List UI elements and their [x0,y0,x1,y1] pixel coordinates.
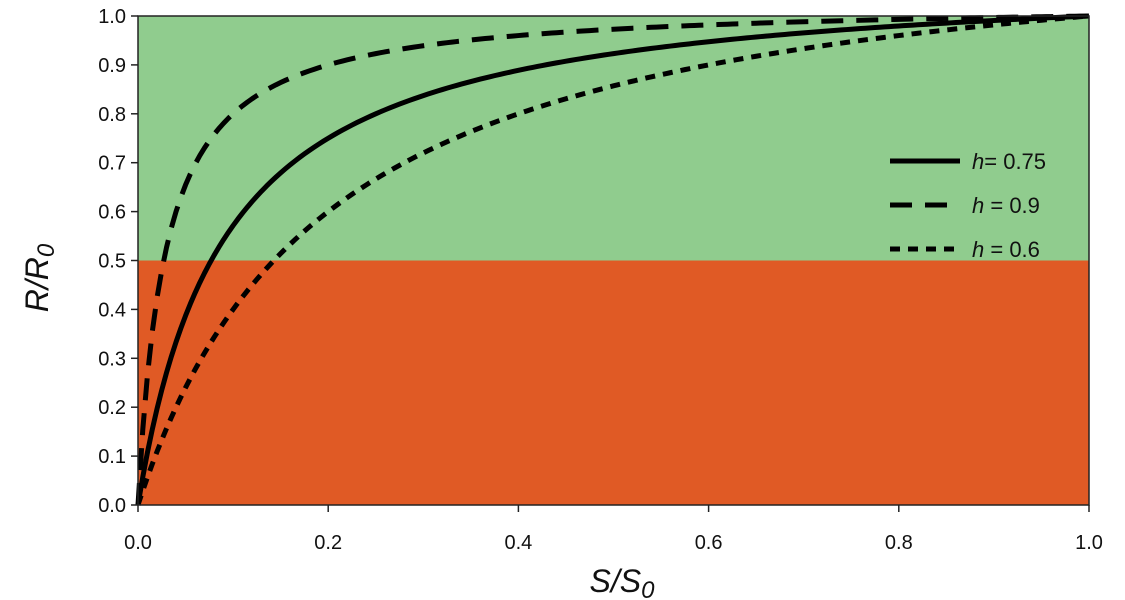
y-tick-label: 1.0 [98,6,126,28]
y-tick-label: 0.9 [98,55,126,77]
x-axis-title-subscript: 0 [641,577,655,600]
x-tick-label: 0.6 [695,532,723,554]
x-axis-title-main: S/S [590,563,642,599]
x-tick-label: 0.2 [314,532,342,554]
legend-label-0: h= 0.75 [972,149,1046,174]
x-tick-label: 0.8 [885,532,913,554]
plot-area [135,13,1090,506]
y-tick-label: 0.1 [98,446,126,468]
y-axis: 0.0 0.1 0.2 0.3 0.4 0.5 0.6 0.7 0.8 0.9 1.0 [98,6,138,517]
y-tick-label: 0.7 [98,153,126,175]
y-axis-title: R/R0 [19,243,60,312]
x-tick-label: 0.4 [504,532,532,554]
region-favorable [138,16,1089,261]
x-axis: 0.0 0.2 0.4 0.6 0.8 1.0 [124,505,1103,554]
legend-label-2: h = 0.6 [972,237,1040,262]
x-axis-title: S/S0 [590,563,656,600]
x-tick-label: 1.0 [1075,532,1103,554]
y-tick-label: 0.8 [98,104,126,126]
y-tick-label: 0.5 [98,251,126,273]
series-line-0 [135,13,1090,506]
legend-label-value: = 0.75 [984,149,1046,174]
y-tick-label: 0.0 [98,495,126,517]
series-line-2 [135,13,1090,506]
y-tick-label: 0.6 [98,202,126,224]
legend-label-value: = 0.9 [984,193,1040,218]
legend-label-value: = 0.6 [984,237,1040,262]
series-layer [135,13,1090,506]
series-line-1 [135,13,1090,506]
legend-label-symbol: h [972,193,984,218]
legend: h= 0.75h = 0.9h = 0.6 [890,149,1046,262]
legend-label-symbol: h [972,149,984,174]
y-tick-label: 0.2 [98,397,126,419]
legend-label-1: h = 0.9 [972,193,1040,218]
y-axis-title-subscript: 0 [33,243,60,257]
y-tick-label: 0.4 [98,299,126,321]
x-tick-label: 0.0 [124,532,152,554]
y-axis-title-main: R/R [19,257,55,312]
region-unfavorable [138,260,1089,505]
y-tick-label: 0.3 [98,348,126,370]
legend-label-symbol: h [972,237,984,262]
